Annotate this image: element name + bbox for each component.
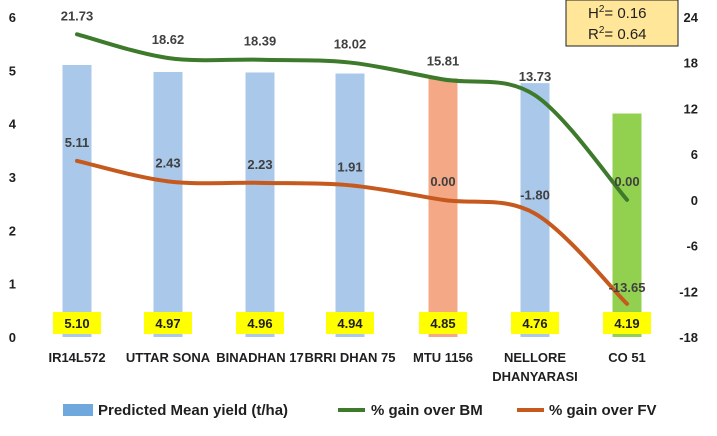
legend-label-yield: Predicted Mean yield (t/ha) (98, 402, 288, 419)
series-data-label-bm: 0.00 (614, 174, 639, 189)
left-tick-label: 5 (9, 63, 16, 78)
bar-label-box (326, 312, 374, 334)
bar-label-box (236, 312, 284, 334)
legend-label-fv: % gain over FV (549, 402, 657, 419)
series-line-fv (75, 158, 629, 306)
right-tick-label: -6 (686, 239, 698, 254)
gain-lines: 21.73 18.62 18.39 18.02 15.81 13.73 0.00 5.11 2.… (61, 8, 646, 306)
legend: Predicted Mean yield (t/ha) % gain over … (63, 402, 657, 419)
left-axis-ticks: 0 1 2 3 4 5 6 (9, 10, 17, 345)
category-label: BRRI DHAN 75 (304, 350, 395, 365)
bar-value-label: 4.96 (247, 316, 272, 331)
category-labels: IR14L572 UTTAR SONA BINADHAN 17 BRRI DHAN 7… (48, 350, 645, 384)
left-tick-label: 4 (9, 117, 17, 132)
yield-bar (612, 113, 642, 338)
yield-bar (245, 72, 275, 337)
category-label: BINADHAN 17 (216, 350, 303, 365)
bar-label-box (144, 312, 192, 334)
stats-box: H2= 0.16 R2= 0.64 (565, 0, 679, 47)
yield-bar (428, 78, 458, 337)
category-label: UTTAR SONA (126, 350, 211, 365)
category-label: CO 51 (608, 350, 646, 365)
series-line-bm (75, 32, 629, 202)
r2-stat: R2= 0.64 (588, 25, 647, 43)
series-data-label-fv: -13.65 (609, 280, 646, 295)
category-label: DHANYARASI (492, 369, 577, 384)
series-data-label-bm: 18.39 (244, 34, 277, 49)
bar-value-label: 4.97 (155, 316, 180, 331)
bar-label-box (419, 312, 467, 334)
right-tick-label: 24 (684, 10, 699, 25)
bar-label-box (511, 312, 559, 334)
bar-label-box (603, 312, 651, 334)
right-tick-label: 12 (684, 101, 698, 116)
yield-bar (153, 71, 183, 337)
bar-value-label: 4.76 (522, 316, 547, 331)
left-tick-label: 2 (9, 223, 16, 238)
bar-value-label: 5.10 (64, 316, 89, 331)
left-tick-label: 6 (9, 10, 16, 25)
left-tick-label: 0 (9, 330, 16, 345)
bar-value-label: 4.94 (337, 316, 363, 331)
right-tick-label: 0 (691, 193, 698, 208)
legend-swatch-yield (63, 404, 93, 416)
left-tick-label: 3 (9, 170, 16, 185)
left-tick-label: 1 (9, 277, 16, 292)
bar-value-labels: 5.10 4.97 4.96 4.94 4.85 4.76 4.19 (53, 312, 651, 334)
series-data-label-bm: 15.81 (427, 53, 460, 68)
series-data-label-fv: 5.11 (65, 135, 90, 150)
right-tick-label: 18 (684, 56, 698, 71)
series-data-label-bm: 18.02 (334, 37, 367, 52)
series-data-label-bm: 21.73 (61, 8, 94, 23)
series-data-label-fv: 0.00 (430, 174, 455, 189)
series-data-label-bm: 18.62 (152, 32, 185, 47)
series-data-label-fv: 2.23 (247, 157, 272, 172)
series-data-label-bm: 13.73 (519, 69, 552, 84)
legend-label-bm: % gain over BM (371, 402, 483, 419)
category-label: IR14L572 (48, 350, 105, 365)
yield-bar (62, 65, 92, 337)
h2-stat: H2= 0.16 (588, 4, 647, 22)
right-tick-label: 6 (691, 147, 698, 162)
yield-bars (62, 65, 642, 338)
bar-label-box (53, 312, 101, 334)
right-tick-label: -18 (679, 330, 698, 345)
bar-value-label: 4.85 (430, 316, 455, 331)
bar-value-label: 4.19 (614, 316, 639, 331)
series-data-label-fv: -1.80 (520, 188, 550, 203)
series-data-label-fv: 1.91 (337, 159, 362, 174)
category-label: NELLORE (504, 350, 566, 365)
category-label: MTU 1156 (413, 350, 473, 365)
right-axis-ticks: -18 -12 -6 0 6 12 18 24 (679, 10, 699, 345)
yield-bar (335, 73, 365, 338)
series-data-label-fv: 2.43 (155, 155, 180, 170)
right-tick-label: -12 (679, 284, 698, 299)
